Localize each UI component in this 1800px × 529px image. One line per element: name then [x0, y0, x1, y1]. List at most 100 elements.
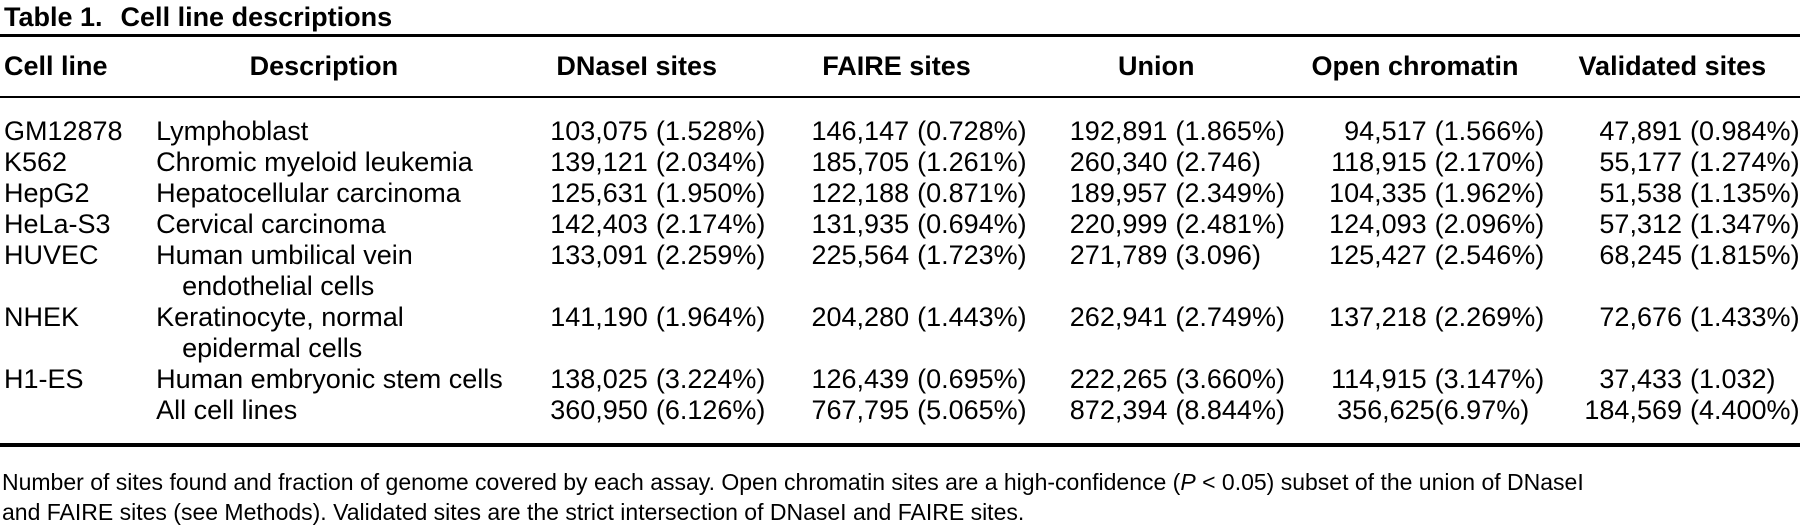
genome-fraction: (1.950%) [655, 178, 766, 208]
genome-fraction: (2.546%) [1434, 240, 1545, 270]
site-count-value: 204,280 (1.443%) [766, 302, 1027, 333]
site-count: 767,795 [811, 395, 910, 425]
genome-fraction: (1.964%) [655, 302, 766, 332]
validated-sites-value: 47,891 (0.984%) [1545, 97, 1800, 147]
table-caption: Cell line descriptions [120, 2, 393, 32]
genome-fraction: (1.347%) [1690, 209, 1800, 239]
site-count: 189,957 [1069, 178, 1168, 208]
table-row: All cell lines 360,950 (6.126%) 767,795 (5.0… [0, 395, 1800, 426]
description-cell: Human embryonic stem cells [140, 364, 507, 395]
faire-sites-value: 767,795 (5.065%) [766, 395, 1027, 426]
site-count: 184,569 [1584, 395, 1682, 425]
site-count: 114,915 [1331, 364, 1427, 394]
site-count-value: 131,935 (0.694%) [766, 209, 1027, 240]
site-count: 51,538 [1599, 178, 1682, 208]
site-count-value: 141,190 (1.964%) [508, 302, 766, 333]
site-count: 131,935 [811, 209, 910, 239]
genome-fraction: (0.695%) [917, 364, 1027, 394]
open-chromatin-value: 114,915 (3.147%) [1285, 364, 1544, 395]
validated-sites-value: 55,177 (1.274%) [1545, 147, 1800, 178]
footnote-line-1: Number of sites found and fraction of ge… [2, 467, 1798, 497]
site-count: 124,093 [1329, 209, 1427, 239]
header-row: Cell line Description DNaseI sites FAIRE si… [0, 37, 1800, 98]
dnasei-sites-value: 103,075 (1.528%) [508, 97, 766, 147]
genome-fraction: (1.865%) [1175, 116, 1285, 146]
site-count: 271,789 [1069, 240, 1168, 270]
genome-fraction: (2.170%) [1434, 147, 1545, 177]
dnasei-sites-value: 138,025 (3.224%) [508, 364, 766, 395]
table-row: H1-ES Human embryonic stem cells 138,025 (3… [0, 364, 1800, 395]
site-count-value: 872,394 (8.844%) [1027, 395, 1285, 426]
site-count: 125,427 [1329, 240, 1427, 270]
genome-fraction: (2.259%) [655, 240, 766, 270]
description-line: Hepatocellular carcinoma [156, 178, 461, 208]
footnote-text: and FAIRE sites (see Methods). Validated… [2, 499, 1025, 525]
site-count-value: 37,433 (1.032) [1545, 364, 1800, 395]
site-count: 118,915 [1331, 147, 1427, 177]
site-count: 122,188 [811, 178, 910, 208]
site-count-value: 72,676 (1.433%) [1545, 302, 1800, 333]
open-chromatin-value: 137,218 (2.269%) [1285, 302, 1544, 364]
description-line: epidermal cells [182, 333, 363, 363]
genome-fraction: (2.034%) [655, 147, 766, 177]
site-count-value: 103,075 (1.528%) [508, 116, 766, 147]
column-header-validated-sites: Validated sites [1544, 37, 1800, 98]
description-line: Chromic myeloid leukemia [156, 147, 473, 177]
genome-fraction: (2.269%) [1434, 302, 1545, 332]
site-count-value: 104,335 (1.962%) [1285, 178, 1544, 209]
site-count-value: 225,564 (1.723%) [766, 240, 1027, 271]
description-line: All cell lines [156, 395, 298, 425]
dnasei-sites-value: 125,631 (1.950%) [508, 178, 766, 209]
site-count-value: 57,312 (1.347%) [1545, 209, 1800, 240]
genome-fraction: (1.962%) [1434, 178, 1545, 208]
genome-fraction: (1.815%) [1690, 240, 1800, 270]
cell-line-name: K562 [4, 147, 68, 177]
site-count-value: 133,091 (2.259%) [508, 240, 766, 271]
description-line: Human embryonic stem cells [156, 364, 503, 394]
site-count-value: 142,403 (2.174%) [508, 209, 766, 240]
genome-fraction: (3.224%) [655, 364, 766, 394]
union-value: 192,891 (1.865%) [1027, 97, 1285, 147]
validated-sites-value: 72,676 (1.433%) [1545, 302, 1800, 364]
genome-fraction: (2.481%) [1175, 209, 1285, 239]
open-chromatin-value: 125,427 (2.546%) [1285, 240, 1544, 302]
site-count: 68,245 [1599, 240, 1682, 270]
site-count-value: 114,915 (3.147%) [1285, 364, 1544, 395]
site-count-value: 118,915 (2.170%) [1285, 147, 1544, 178]
genome-fraction: (1.723%) [917, 240, 1027, 270]
open-chromatin-value: 124,093 (2.096%) [1285, 209, 1544, 240]
table-row: HUVEC Human umbilical vein endothelial cel… [0, 240, 1800, 302]
site-count: 133,091 [550, 240, 648, 270]
validated-sites-value: 57,312 (1.347%) [1545, 209, 1800, 240]
dnasei-sites-value: 360,950 (6.126%) [508, 395, 766, 426]
faire-sites-value: 126,439 (0.695%) [766, 364, 1027, 395]
site-count: 139,121 [550, 147, 648, 177]
description-line: Cervical carcinoma [156, 209, 386, 239]
validated-sites-value: 184,569 (4.400%) [1545, 395, 1800, 426]
site-count: 57,312 [1599, 209, 1682, 239]
dnasei-sites-value: 141,190 (1.964%) [508, 302, 766, 364]
union-value: 872,394 (8.844%) [1027, 395, 1285, 426]
description-line: Lymphoblast [156, 116, 309, 146]
site-count-value: 126,439 (0.695%) [766, 364, 1027, 395]
site-count-value: 262,941 (2.749%) [1027, 302, 1285, 333]
site-count: 72,676 [1599, 302, 1682, 332]
column-header-description: Description [140, 37, 508, 98]
dnasei-sites-value: 142,403 (2.174%) [508, 209, 766, 240]
validated-sites-value: 37,433 (1.032) [1545, 364, 1800, 395]
site-count: 260,340 [1069, 147, 1168, 177]
genome-fraction: (4.400%) [1690, 395, 1800, 425]
genome-fraction: (3.147%) [1434, 364, 1545, 394]
description-cell: Keratinocyte, normal epidermal cells [140, 302, 507, 364]
site-count-value: 47,891 (0.984%) [1545, 116, 1800, 147]
cell-line-name: HepG2 [4, 178, 90, 208]
site-count: 138,025 [550, 364, 648, 394]
bottom-rule [0, 443, 1800, 447]
footnote-text: Number of sites found and fraction of ge… [2, 469, 1181, 495]
genome-fraction: (3.096) [1175, 240, 1261, 270]
faire-sites-value: 204,280 (1.443%) [766, 302, 1027, 364]
table-row: K562 Chromic myeloid leukemia 139,121 (2.03… [0, 147, 1800, 178]
column-header-faire-sites: FAIRE sites [765, 37, 1028, 98]
site-count: 47,891 [1599, 116, 1682, 146]
union-value: 260,340 (2.746) [1027, 147, 1285, 178]
